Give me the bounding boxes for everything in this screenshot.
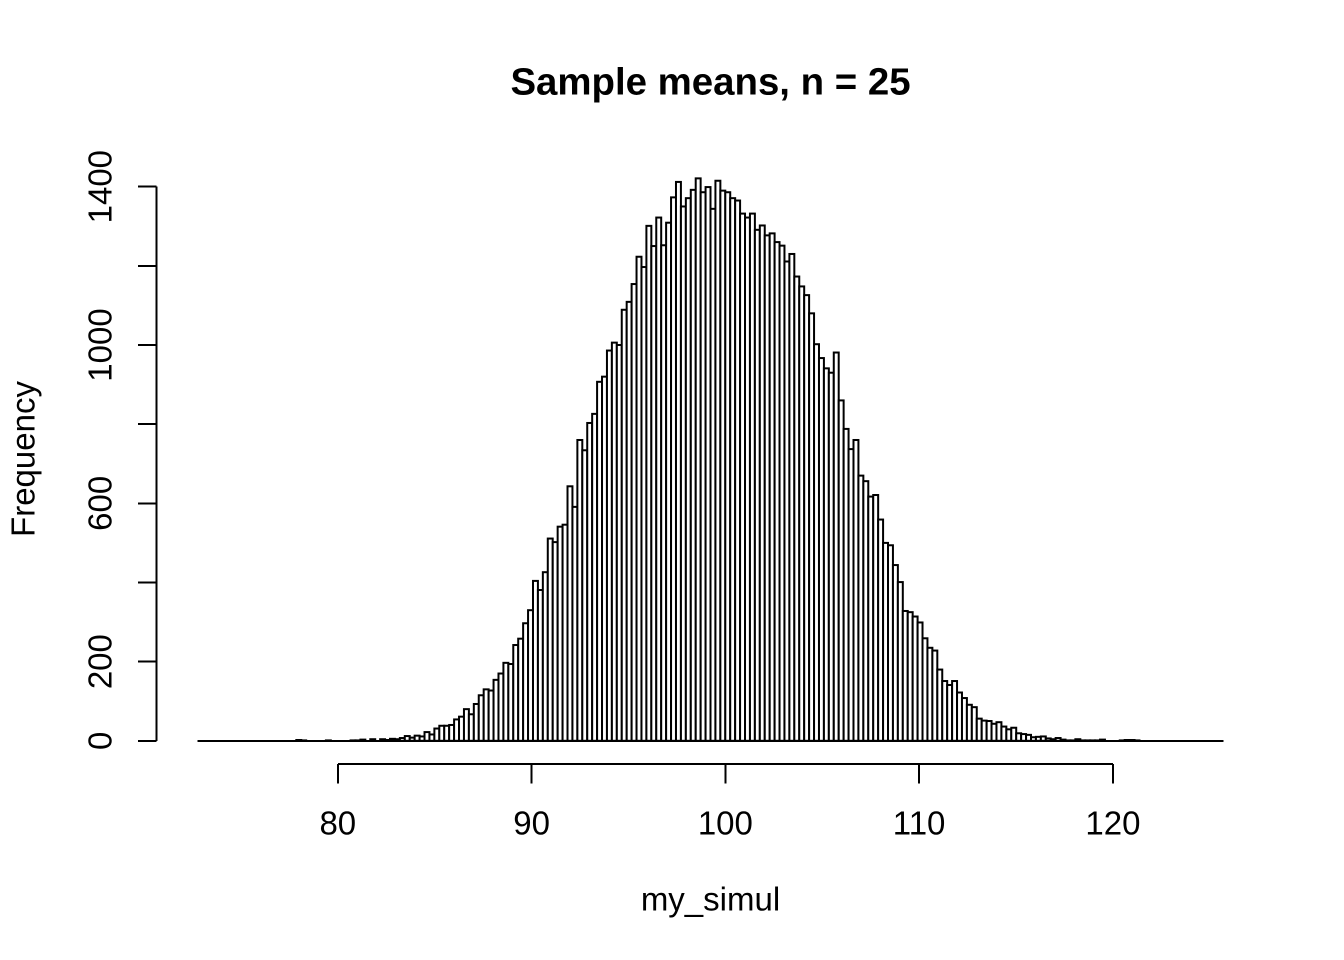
svg-text:600: 600 bbox=[82, 476, 119, 531]
svg-text:100: 100 bbox=[698, 805, 753, 842]
svg-text:Sample means, n = 25: Sample means, n = 25 bbox=[510, 60, 910, 103]
svg-text:200: 200 bbox=[82, 634, 119, 689]
svg-text:1000: 1000 bbox=[82, 308, 119, 381]
svg-text:90: 90 bbox=[513, 805, 550, 842]
svg-text:80: 80 bbox=[319, 805, 356, 842]
svg-text:110: 110 bbox=[893, 805, 946, 842]
svg-text:Frequency: Frequency bbox=[5, 381, 42, 537]
svg-text:1400: 1400 bbox=[82, 150, 119, 223]
svg-text:120: 120 bbox=[1085, 805, 1140, 842]
svg-text:0: 0 bbox=[82, 732, 119, 750]
svg-text:my_simul: my_simul bbox=[641, 880, 780, 917]
